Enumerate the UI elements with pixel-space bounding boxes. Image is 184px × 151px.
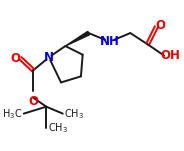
Polygon shape (65, 31, 90, 46)
Text: N: N (44, 51, 54, 64)
Text: $\mathsf{CH_3}$: $\mathsf{CH_3}$ (64, 107, 84, 120)
Text: O: O (10, 52, 20, 65)
Text: NH: NH (100, 35, 119, 48)
Text: O: O (156, 19, 166, 32)
Text: $\mathsf{CH_3}$: $\mathsf{CH_3}$ (48, 121, 68, 135)
Text: OH: OH (161, 49, 181, 62)
Text: $\mathsf{H_3C}$: $\mathsf{H_3C}$ (2, 107, 22, 120)
Text: O: O (28, 95, 38, 108)
